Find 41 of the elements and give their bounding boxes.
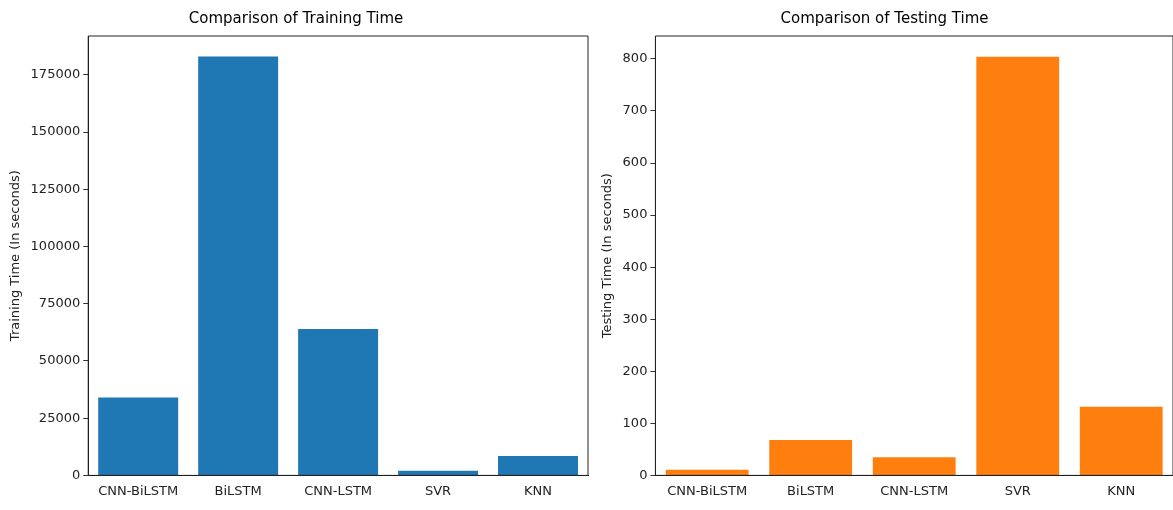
y-tick-label: 100000 [30,237,81,253]
y-tick-label: 400 [622,258,648,274]
y-tick-label: 500 [622,206,648,222]
bar [872,457,956,475]
y-tick-label: 75000 [38,295,81,311]
x-tick-label: CNN-LSTM [304,482,373,498]
bar [198,56,279,475]
bar [769,440,853,475]
y-tick-label: 0 [639,466,648,482]
x-tick-label: CNN-LSTM [880,482,949,498]
bar [976,56,1060,475]
y-tick-label: 125000 [30,180,81,196]
y-tick-label: 25000 [38,409,81,425]
y-tick-label: 700 [622,102,648,118]
bar [398,470,479,475]
y-tick-label: 200 [622,362,648,378]
chart-title: Comparison of Testing Time [780,8,989,27]
y-tick-label: 300 [622,310,648,326]
y-tick-label: 175000 [30,66,81,82]
bar [1079,406,1163,475]
bar [298,328,379,475]
x-tick-label: BiLSTM [214,482,262,498]
y-tick-label: 50000 [38,352,81,368]
y-tick-label: 600 [622,154,648,170]
y-tick-label: 800 [622,50,648,66]
y-tick-label: 150000 [30,123,81,139]
chart-title: Comparison of Training Time [188,8,404,27]
bar [665,469,749,475]
bar [498,455,579,475]
y-axis-title: Testing Time (In seconds) [599,173,615,340]
x-tick-label: KNN [524,482,553,498]
x-tick-label: SVR [424,482,452,498]
x-tick-label: CNN-BiLSTM [667,482,748,498]
bar [98,397,179,475]
x-tick-label: KNN [1107,482,1136,498]
x-tick-label: BiLSTM [787,482,835,498]
y-tick-label: 0 [71,466,81,482]
x-tick-label: CNN-BiLSTM [98,482,179,498]
x-tick-label: SVR [1004,482,1031,498]
y-axis-title: Training Time (In seconds) [7,170,23,343]
y-tick-label: 100 [622,414,648,430]
